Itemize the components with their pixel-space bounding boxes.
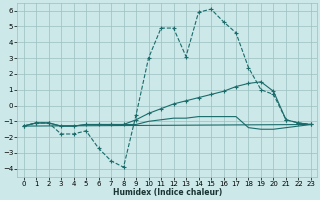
X-axis label: Humidex (Indice chaleur): Humidex (Indice chaleur) (113, 188, 222, 197)
